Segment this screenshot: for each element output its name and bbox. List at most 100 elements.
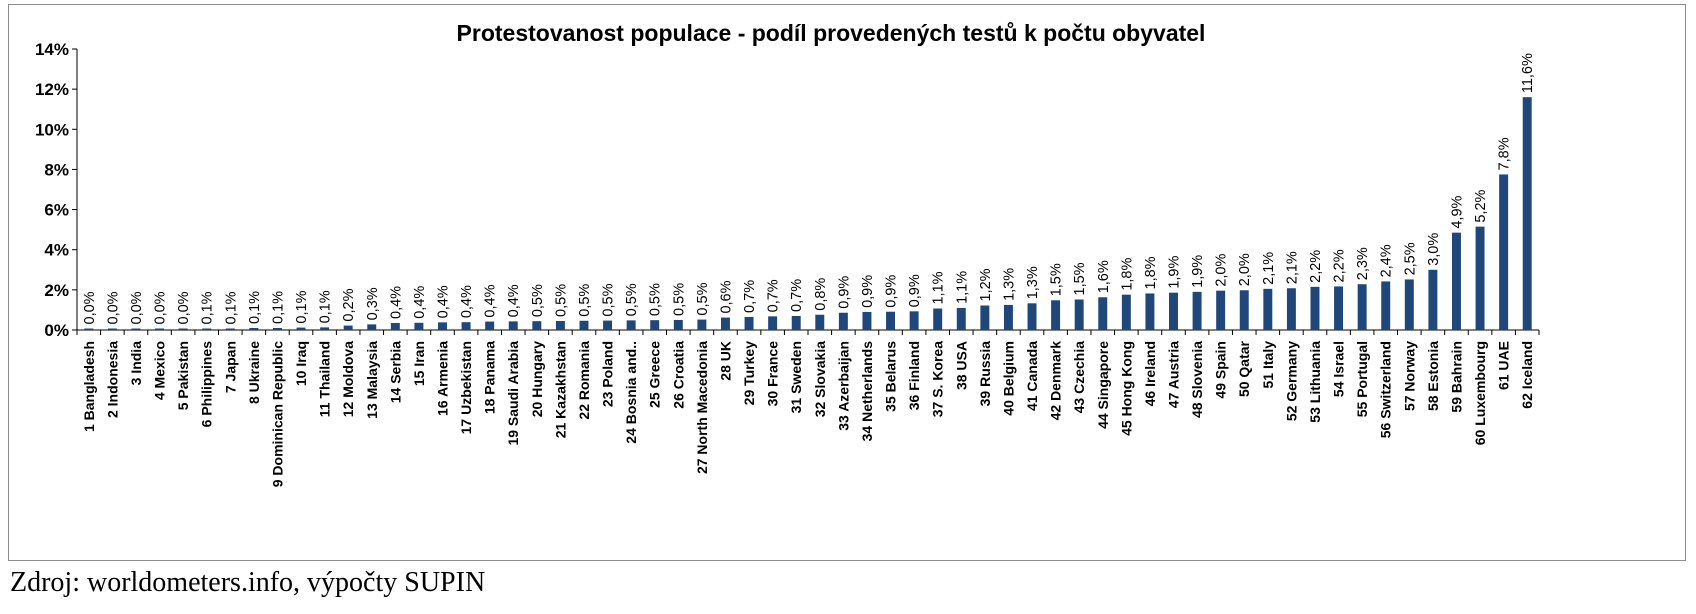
bar bbox=[296, 327, 306, 330]
bar bbox=[1522, 97, 1532, 331]
bar bbox=[343, 325, 353, 330]
bar bbox=[1121, 294, 1131, 330]
y-tick-label: 14% bbox=[35, 40, 69, 59]
x-tick-label: 55 Portugal bbox=[1354, 341, 1370, 417]
data-label: 0,0% bbox=[129, 291, 145, 324]
bar bbox=[815, 314, 825, 330]
data-label: 1,8% bbox=[1119, 258, 1135, 291]
x-tick-label: 1 Bangladesh bbox=[81, 341, 97, 432]
x-tick-label: 48 Slovenia bbox=[1189, 341, 1205, 418]
data-label: 2,1% bbox=[1284, 251, 1300, 284]
bar bbox=[249, 327, 259, 330]
x-tick-label: 21 Kazakhstan bbox=[552, 341, 568, 438]
bar bbox=[626, 320, 636, 330]
x-tick-label: 36 Finland bbox=[906, 341, 922, 410]
bar bbox=[933, 308, 943, 330]
data-label: 1,3% bbox=[1025, 266, 1041, 299]
y-tick-label: 10% bbox=[35, 120, 69, 139]
data-label: 0,1% bbox=[200, 291, 216, 324]
x-tick-label: 59 Bahrain bbox=[1448, 341, 1464, 413]
data-label: 0,7% bbox=[742, 280, 758, 313]
bar bbox=[720, 317, 730, 330]
data-label: 3,0% bbox=[1426, 233, 1442, 266]
data-label: 0,5% bbox=[671, 283, 687, 316]
data-label: 1,5% bbox=[1072, 262, 1088, 295]
data-label: 1,9% bbox=[1167, 256, 1183, 289]
bar bbox=[131, 328, 141, 330]
bar bbox=[225, 328, 235, 330]
x-tick-label: 30 France bbox=[765, 341, 781, 407]
data-label: 5,2% bbox=[1473, 189, 1489, 222]
bar bbox=[508, 321, 518, 330]
bar bbox=[202, 328, 212, 330]
bar bbox=[1357, 284, 1367, 330]
x-tick-label: 54 Israel bbox=[1331, 341, 1347, 397]
data-label: 2,3% bbox=[1355, 247, 1371, 280]
data-labels: 0,0% 0,0% 0,0% 0,0% 0,0% 0,1% 0,1% 0,1% 0,1% 0,1%… bbox=[82, 53, 1536, 324]
data-label: 0,0% bbox=[105, 291, 121, 324]
bar bbox=[1499, 174, 1509, 330]
data-label: 0,1% bbox=[318, 290, 334, 323]
x-tick-label: 35 Belarus bbox=[883, 341, 899, 412]
x-tick-label: 31 Sweden bbox=[788, 341, 804, 413]
data-label: 0,5% bbox=[624, 283, 640, 316]
bar bbox=[1216, 290, 1226, 330]
data-label: 0,9% bbox=[884, 275, 900, 308]
x-tick-label: 6 Philippines bbox=[199, 341, 215, 428]
bar bbox=[603, 320, 613, 330]
x-tick-label: 46 Ireland bbox=[1142, 341, 1158, 406]
x-tick-label: 20 Hungary bbox=[529, 341, 545, 417]
bar bbox=[485, 321, 495, 330]
y-tick-label: 8% bbox=[44, 160, 69, 179]
bar bbox=[1239, 290, 1249, 330]
bar bbox=[909, 311, 919, 330]
source-note: Zdroj: worldometers.info, výpočty SUPIN bbox=[10, 567, 486, 598]
x-tick-label: 50 Qatar bbox=[1236, 340, 1252, 397]
bar bbox=[272, 327, 282, 330]
data-label: 1,3% bbox=[1001, 268, 1017, 301]
bar bbox=[107, 328, 117, 330]
bar bbox=[838, 312, 848, 330]
x-tick-label: 27 North Macedonia bbox=[694, 341, 710, 474]
x-tick-label: 11 Thailand bbox=[317, 341, 333, 417]
y-tick-label: 12% bbox=[35, 80, 69, 99]
data-label: 0,9% bbox=[860, 275, 876, 308]
x-tick-label: 8 Ukraine bbox=[246, 341, 262, 404]
bar bbox=[1263, 288, 1273, 330]
x-tick-label: 32 Slovakia bbox=[812, 341, 828, 417]
x-tick-label: 34 Netherlands bbox=[859, 341, 875, 442]
x-tick-label: 43 Czechia bbox=[1071, 341, 1087, 414]
x-tick-label: 57 Norway bbox=[1401, 341, 1417, 411]
x-tick-label: 33 Azerbaijan bbox=[835, 341, 851, 431]
bar bbox=[886, 311, 896, 330]
data-label: 1,1% bbox=[931, 271, 947, 304]
x-tick-label: 15 Iran bbox=[411, 341, 427, 386]
x-tick-label: 58 Estonia bbox=[1425, 341, 1441, 411]
x-tick-label: 18 Panama bbox=[482, 341, 498, 414]
x-tick-label: 26 Croatia bbox=[670, 341, 686, 409]
data-label: 0,5% bbox=[695, 282, 711, 315]
bar bbox=[1310, 286, 1320, 330]
data-label: 2,2% bbox=[1332, 249, 1348, 282]
x-tick-label: 45 Hong Kong bbox=[1118, 341, 1134, 436]
bar bbox=[438, 322, 447, 330]
bar bbox=[414, 322, 424, 330]
data-label: 0,2% bbox=[341, 288, 357, 321]
data-label: 0,5% bbox=[601, 283, 617, 316]
data-label: 0,4% bbox=[506, 284, 522, 317]
bar bbox=[980, 305, 990, 330]
data-label: 2,5% bbox=[1402, 242, 1418, 275]
chart-title: Protestovanost populace - podíl proveden… bbox=[457, 20, 1206, 46]
bar bbox=[673, 319, 683, 330]
x-tick-label: 39 Russia bbox=[977, 341, 993, 407]
bar bbox=[155, 328, 165, 330]
bar bbox=[791, 315, 801, 330]
bar bbox=[532, 321, 542, 330]
bar bbox=[1404, 279, 1414, 330]
data-label: 0,4% bbox=[459, 285, 475, 318]
bar bbox=[1003, 304, 1013, 330]
x-tick-label: 4 Mexico bbox=[152, 341, 168, 400]
data-label: 0,1% bbox=[270, 291, 286, 324]
y-tick-label: 6% bbox=[44, 201, 69, 220]
x-tick-label: 44 Singapore bbox=[1095, 341, 1111, 429]
